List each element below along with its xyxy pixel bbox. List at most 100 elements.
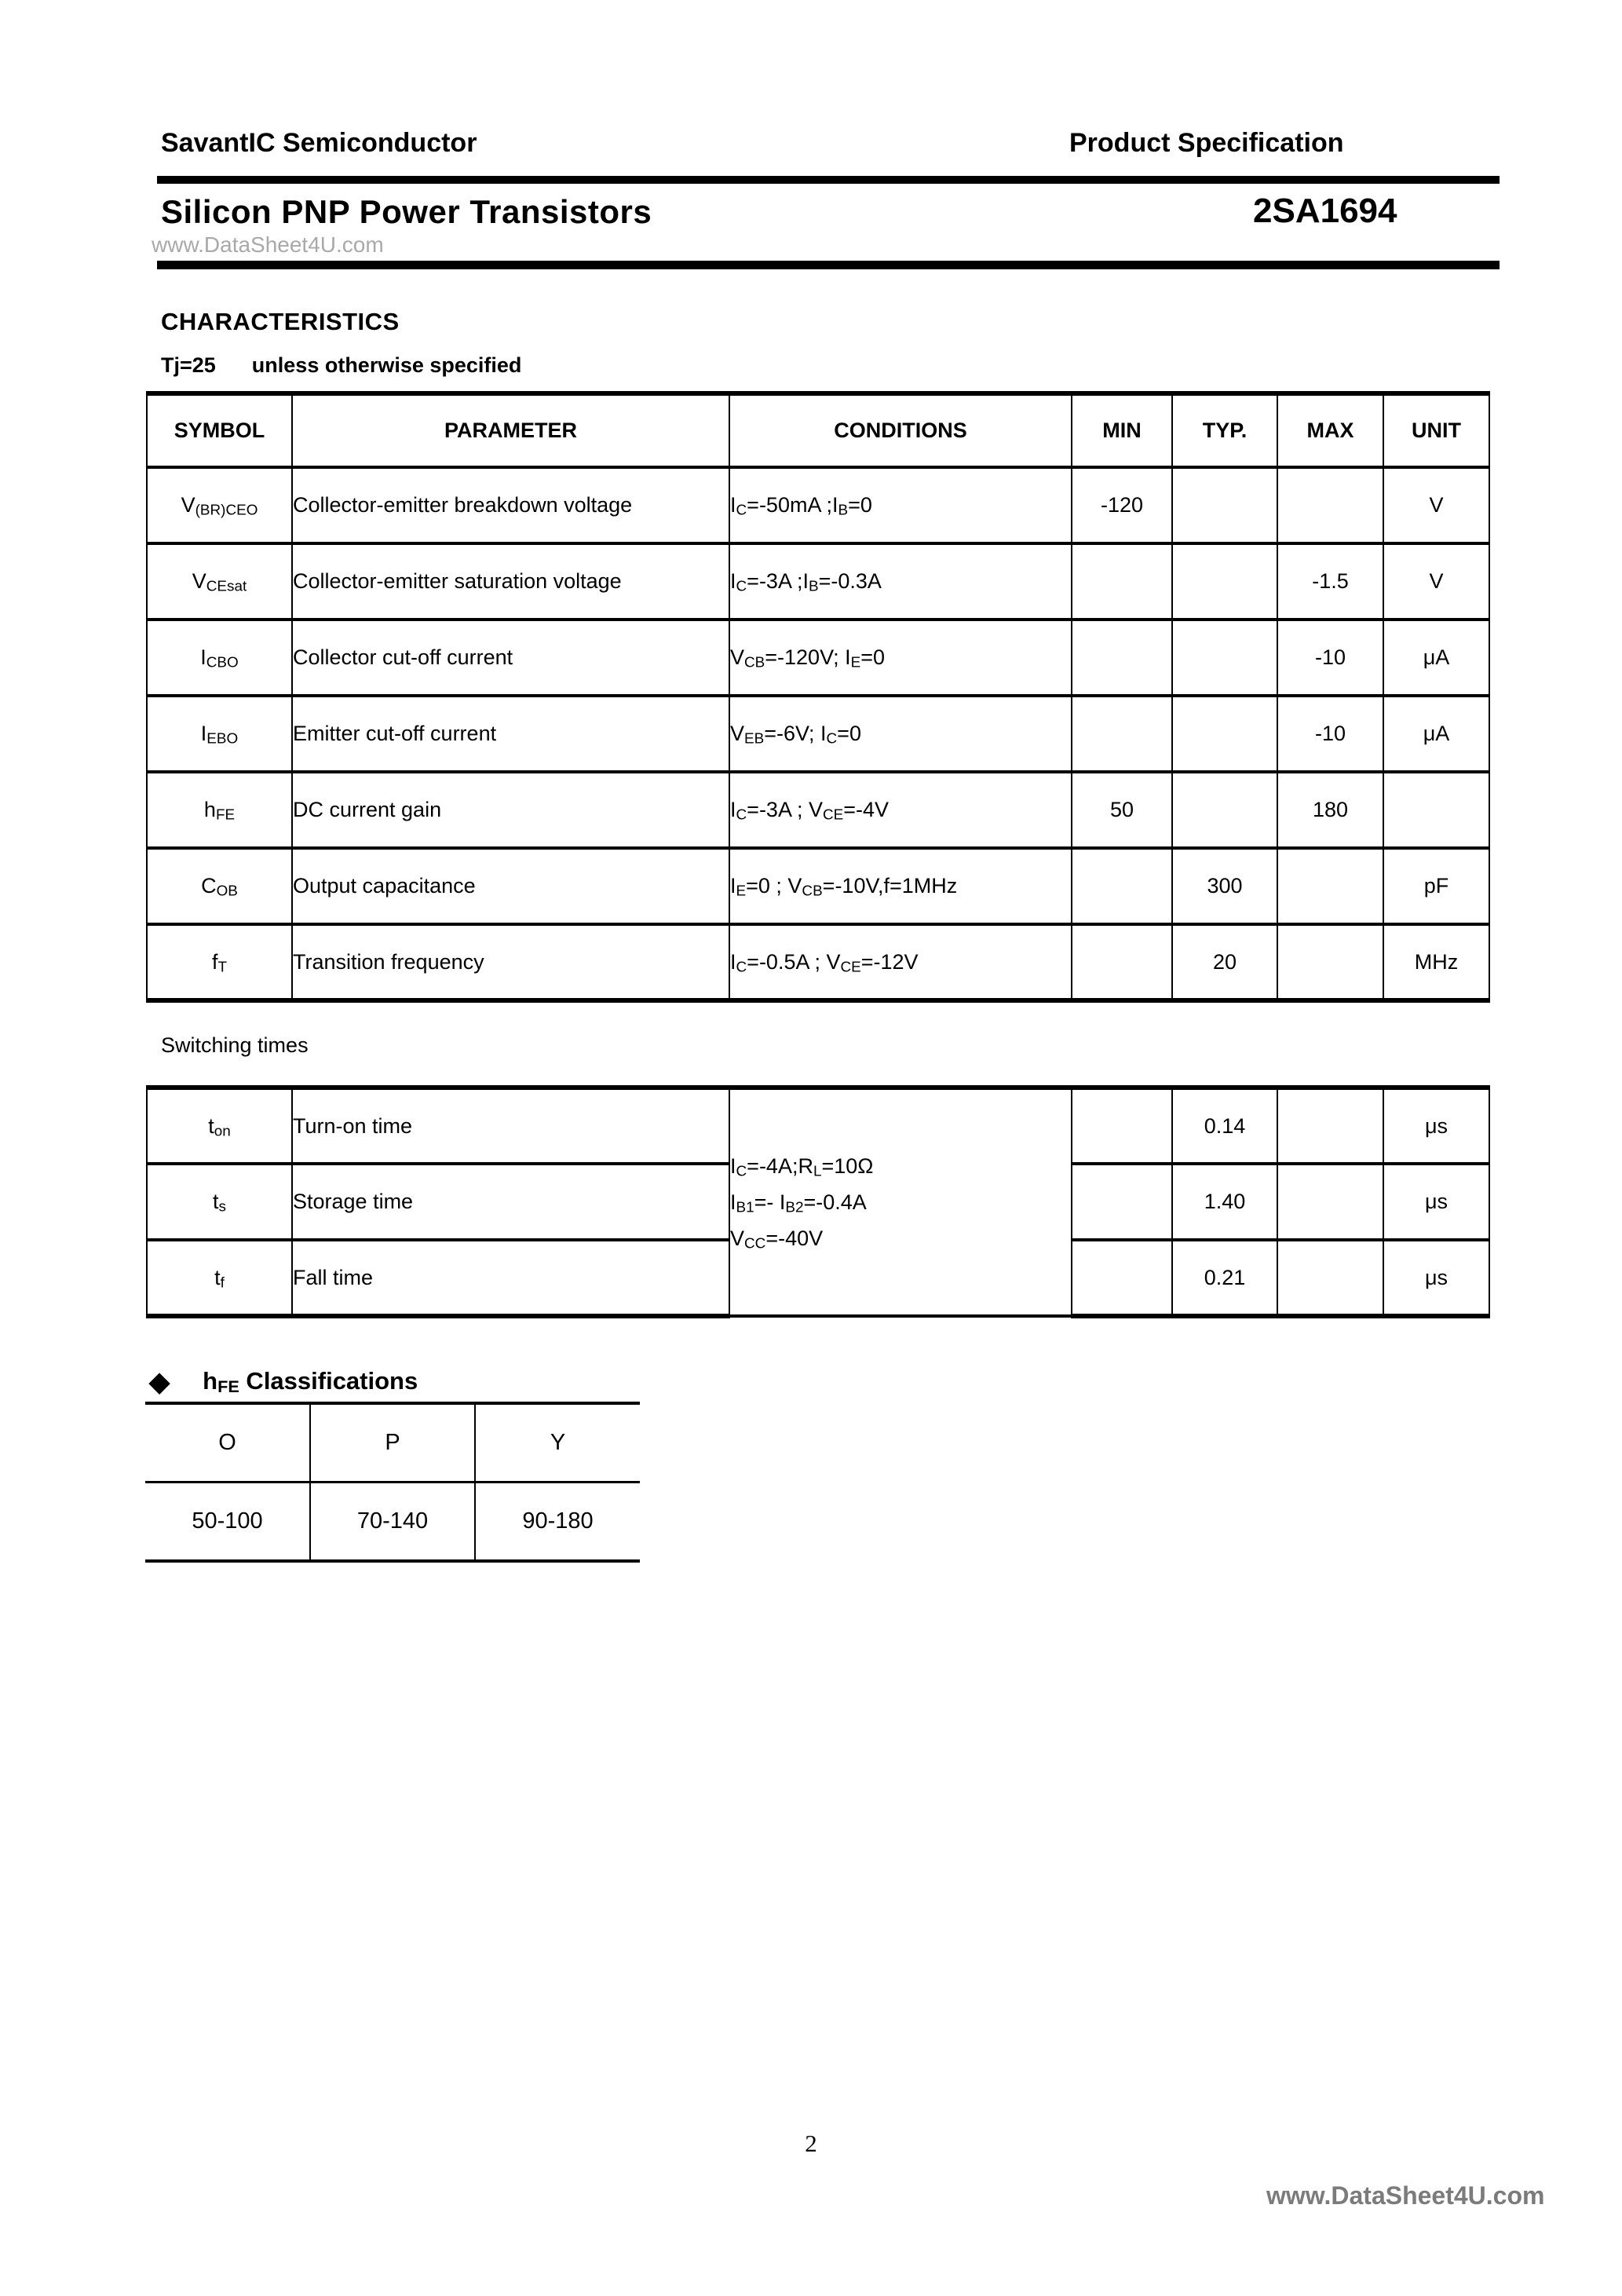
class-range-o: 50-100 bbox=[192, 1508, 263, 1534]
col-header-max: MAX bbox=[1277, 391, 1384, 469]
max-cell: -1.5 bbox=[1277, 542, 1384, 621]
characteristics-table: SYMBOL PARAMETER CONDITIONS MIN TYP. MAX… bbox=[146, 391, 1490, 1003]
symbol-cell: fT bbox=[146, 923, 293, 1003]
page-number: 2 bbox=[805, 2130, 817, 2157]
header-rule-bottom bbox=[157, 261, 1500, 269]
table-row: fT Transition frequency IC=-0.5A ; VCE=-… bbox=[146, 923, 1490, 1003]
symbol-cell: ton bbox=[146, 1085, 293, 1165]
hfe-classifications-table: O P Y 50-100 70-140 90-180 bbox=[145, 1402, 640, 1563]
hfe-classifications-heading: ◆ hFE Classifications bbox=[149, 1366, 418, 1398]
symbol-cell: ts bbox=[146, 1162, 293, 1241]
conditions-cell: IC=-3A ; VCE=-4V bbox=[729, 770, 1072, 850]
parameter-cell: Collector-emitter saturation voltage bbox=[291, 542, 730, 621]
parameter-cell: Collector cut-off current bbox=[291, 618, 730, 697]
conditions-cell: IC=-50mA ;IB=0 bbox=[729, 466, 1072, 545]
symbol-cell: COB bbox=[146, 846, 293, 926]
class-col-p: P bbox=[309, 1403, 475, 1483]
table-row: COB Output capacitance IE=0 ; VCB=-10V,f… bbox=[146, 846, 1490, 926]
switching-times-table: ton Turn-on time IC=-4A;RL=10Ω IB1=- IB2… bbox=[146, 1085, 1490, 1318]
parameter-cell: Fall time bbox=[291, 1238, 730, 1318]
table-row: ICBO Collector cut-off current VCB=-120V… bbox=[146, 618, 1490, 697]
typ-cell: 300 bbox=[1171, 846, 1278, 926]
parameter-cell: Emitter cut-off current bbox=[291, 694, 730, 773]
symbol-cell: ICBO bbox=[146, 618, 293, 697]
watermark-title-area: www.DataSheet4U.com bbox=[152, 232, 384, 257]
unit-cell: V bbox=[1383, 542, 1490, 621]
typ-cell bbox=[1171, 770, 1278, 850]
unit-cell: μA bbox=[1383, 694, 1490, 773]
max-cell bbox=[1277, 466, 1384, 545]
classification-value-row: 50-100 70-140 90-180 bbox=[145, 1482, 640, 1561]
switching-times-label: Switching times bbox=[161, 1033, 309, 1057]
table-row: tf Fall time 0.21 μs bbox=[146, 1238, 1490, 1318]
table-row: ts Storage time 1.40 μs bbox=[146, 1162, 1490, 1241]
conditions-cell: IC=-3A ;IB=-0.3A bbox=[729, 542, 1072, 621]
conditions-cell: IC=-0.5A ; VCE=-12V bbox=[729, 923, 1072, 1003]
min-cell bbox=[1071, 1085, 1173, 1165]
min-cell bbox=[1071, 923, 1173, 1003]
min-cell bbox=[1071, 694, 1173, 773]
unit-cell: V bbox=[1383, 466, 1490, 545]
table-header-row: SYMBOL PARAMETER CONDITIONS MIN TYP. MAX… bbox=[146, 391, 1490, 469]
table-row: hFE DC current gain IC=-3A ; VCE=-4V 50 … bbox=[146, 770, 1490, 850]
symbol-cell: hFE bbox=[146, 770, 293, 850]
parameter-cell: Transition frequency bbox=[291, 923, 730, 1003]
parameter-cell: DC current gain bbox=[291, 770, 730, 850]
min-cell: -120 bbox=[1071, 466, 1173, 545]
symbol-cell: tf bbox=[146, 1238, 293, 1318]
typ-cell: 20 bbox=[1171, 923, 1278, 1003]
max-cell bbox=[1277, 846, 1384, 926]
table-row: ton Turn-on time IC=-4A;RL=10Ω IB1=- IB2… bbox=[146, 1085, 1490, 1318]
unit-cell: MHz bbox=[1383, 923, 1490, 1003]
test-condition-note: Tj=25 unless otherwise specified bbox=[161, 353, 521, 378]
typ-cell bbox=[1171, 694, 1278, 773]
condition-line: VCC=-40V bbox=[730, 1227, 824, 1252]
max-cell: -10 bbox=[1277, 618, 1384, 697]
condition-line: IB1=- IB2=-0.4A bbox=[730, 1190, 867, 1216]
unit-cell: μs bbox=[1383, 1085, 1490, 1165]
col-header-conditions: CONDITIONS bbox=[729, 391, 1072, 469]
conditions-cell: VEB=-6V; IC=0 bbox=[729, 694, 1072, 773]
max-cell bbox=[1277, 1238, 1384, 1318]
hfe-heading-text: hFE Classifications bbox=[203, 1367, 418, 1396]
document-type: Product Specification bbox=[1069, 128, 1344, 158]
conditions-cell: VCB=-120V; IE=0 bbox=[729, 618, 1072, 697]
tj-note: unless otherwise specified bbox=[251, 353, 522, 377]
classification-header-row: O P Y bbox=[145, 1403, 640, 1483]
parameter-cell: Storage time bbox=[291, 1162, 730, 1241]
max-cell bbox=[1277, 1162, 1384, 1241]
shared-conditions-cell: IC=-4A;RL=10Ω IB1=- IB2=-0.4A VCC=-40V bbox=[729, 1085, 1072, 1318]
class-col-o: O bbox=[145, 1403, 310, 1483]
symbol-cell: VCEsat bbox=[146, 542, 293, 621]
unit-cell: μs bbox=[1383, 1162, 1490, 1241]
max-cell: 180 bbox=[1277, 770, 1384, 850]
parameter-cell: Turn-on time bbox=[291, 1085, 730, 1165]
symbol-cell: IEBO bbox=[146, 694, 293, 773]
table-row: VCEsat Collector-emitter saturation volt… bbox=[146, 542, 1490, 621]
typ-cell bbox=[1171, 542, 1278, 621]
table-row: V(BR)CEO Collector-emitter breakdown vol… bbox=[146, 466, 1490, 545]
header-rule-top bbox=[157, 176, 1500, 184]
unit-cell: μs bbox=[1383, 1238, 1490, 1318]
class-range-y: 90-180 bbox=[474, 1482, 640, 1561]
min-cell bbox=[1071, 1238, 1173, 1318]
tj-value: Tj=25 bbox=[161, 353, 216, 377]
typ-cell: 0.14 bbox=[1171, 1085, 1278, 1165]
class-col-y: Y bbox=[474, 1403, 640, 1483]
diamond-icon: ◆ bbox=[149, 1367, 170, 1397]
col-header-typ: TYP. bbox=[1171, 391, 1278, 469]
class-range-p: 70-140 bbox=[309, 1482, 475, 1561]
symbol-cell: V(BR)CEO bbox=[146, 466, 293, 545]
conditions-cell: IE=0 ; VCB=-10V,f=1MHz bbox=[729, 846, 1072, 926]
col-header-parameter: PARAMETER bbox=[291, 391, 730, 469]
typ-cell bbox=[1171, 618, 1278, 697]
unit-cell: μA bbox=[1383, 618, 1490, 697]
max-cell bbox=[1277, 923, 1384, 1003]
max-cell bbox=[1277, 1085, 1384, 1165]
min-cell bbox=[1071, 618, 1173, 697]
company-name: SavantIC Semiconductor bbox=[161, 128, 477, 158]
unit-cell: pF bbox=[1383, 846, 1490, 926]
typ-cell bbox=[1171, 466, 1278, 545]
unit-cell bbox=[1383, 770, 1490, 850]
